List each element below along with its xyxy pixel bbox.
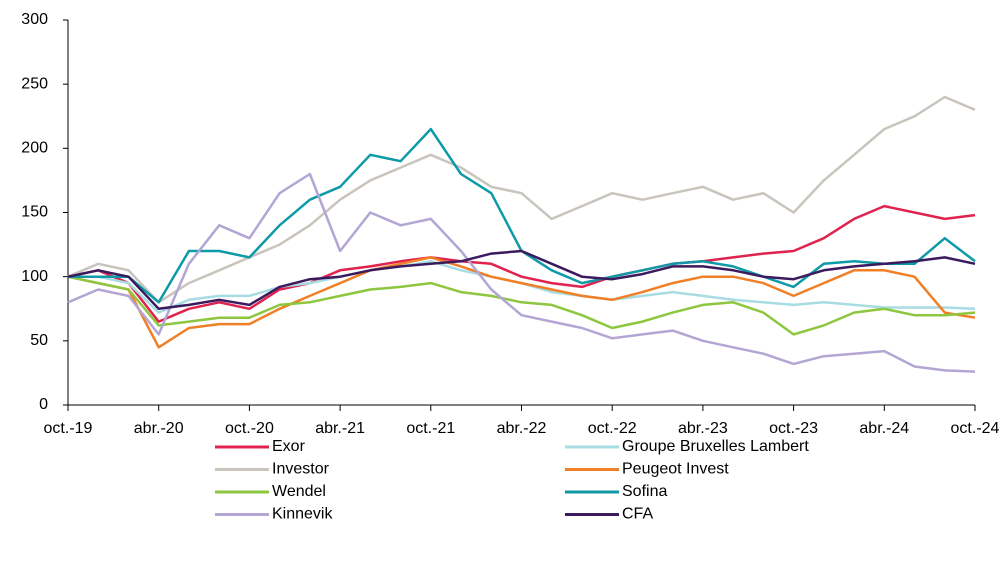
x-tick-label: abr.-20 <box>134 420 184 437</box>
y-tick-label: 100 <box>21 268 48 285</box>
series-line <box>67 172 976 373</box>
x-tick-label: oct.-19 <box>44 420 93 437</box>
x-tick-label: oct.-23 <box>769 420 818 437</box>
x-tick-label: oct.-20 <box>225 420 274 437</box>
x-tick-label: abr.-24 <box>859 420 909 437</box>
x-tick-label: abr.-21 <box>315 420 365 437</box>
legend-label: CFA <box>622 506 653 523</box>
x-tick-label: abr.-22 <box>497 420 547 437</box>
x-tick-label: oct.-24 <box>951 420 1000 437</box>
series-line <box>67 275 976 336</box>
legend-label: Investor <box>272 461 330 478</box>
series-line <box>67 204 976 323</box>
legend-label: Peugeot Invest <box>622 461 729 478</box>
series-line <box>67 95 976 304</box>
legend-label: Exor <box>272 438 306 455</box>
x-tick-label: abr.-23 <box>678 420 728 437</box>
series-line <box>67 256 976 349</box>
y-tick-label: 250 <box>21 75 48 92</box>
y-tick-label: 50 <box>30 332 48 349</box>
legend-label: Wendel <box>272 483 326 500</box>
legend-label: Sofina <box>622 483 667 500</box>
y-tick-label: 150 <box>21 204 48 221</box>
x-tick-label: oct.-21 <box>406 420 455 437</box>
legend-label: Groupe Bruxelles Lambert <box>622 438 809 455</box>
series-line <box>67 249 976 311</box>
y-tick-label: 0 <box>39 396 48 413</box>
legend-label: Kinnevik <box>272 506 333 523</box>
y-tick-label: 300 <box>21 11 48 28</box>
y-tick-label: 200 <box>21 140 48 157</box>
x-tick-label: oct.-22 <box>588 420 637 437</box>
